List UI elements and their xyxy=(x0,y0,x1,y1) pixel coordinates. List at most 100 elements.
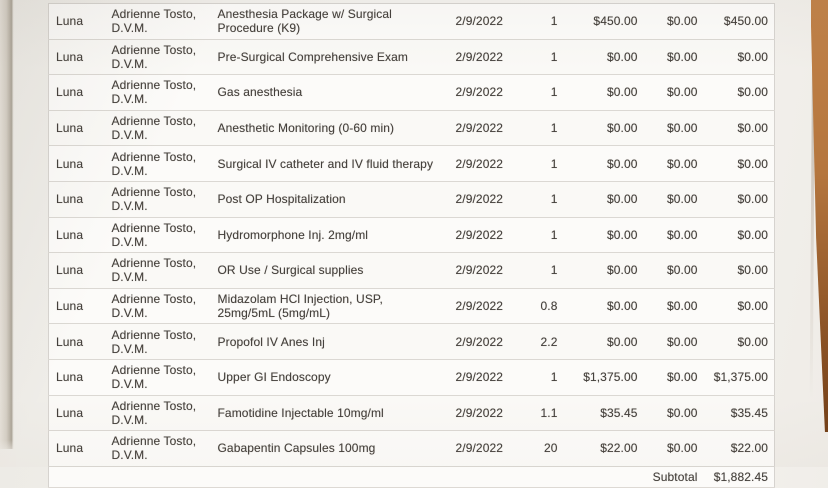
date-cell: 2/9/2022 xyxy=(449,287,512,324)
total-cell: $0.00 xyxy=(703,323,775,360)
total-cell: $0.00 xyxy=(703,145,775,182)
provider-cell: Adrienne Tosto, D.V.M. xyxy=(105,216,212,253)
discount-cell: $0.00 xyxy=(643,430,704,467)
discount-cell: $0.00 xyxy=(666,14,698,29)
table-row: Luna Adrienne Tosto, D.V.M. Propofol IV … xyxy=(48,323,775,360)
patient-cell: Luna xyxy=(48,323,106,360)
date-cell: 2/9/2022 xyxy=(449,180,512,218)
price-cell: $1,375.00 xyxy=(563,358,644,396)
date-cell: 2/9/2022 xyxy=(449,323,512,360)
price-cell: $0.00 xyxy=(563,38,644,75)
discount-cell: $0.00 xyxy=(643,358,704,396)
qty-cell: 20 xyxy=(511,430,564,467)
total-cell: $0.00 xyxy=(703,38,775,75)
qty-cell: 1 xyxy=(511,145,564,182)
description-cell: OR Use / Surgical supplies xyxy=(211,252,450,289)
table-row: Luna Adrienne Tosto, D.V.M. Upper GI End… xyxy=(48,358,775,396)
price-cell: $0.00 xyxy=(563,252,644,289)
provider-cell: Adrienne Tosto, D.V.M. xyxy=(105,323,212,360)
date-cell: 2/9/2022 xyxy=(455,14,504,29)
price-cell: $0.00 xyxy=(563,74,644,111)
date-cell: 2/9/2022 xyxy=(449,430,512,467)
description-cell: Upper GI Endoscopy xyxy=(211,358,450,396)
price-cell: $22.00 xyxy=(563,430,644,467)
provider-cell: Adrienne Tosto, D.V.M. xyxy=(105,287,212,324)
qty-cell: 1 xyxy=(511,252,564,289)
provider-cell: Adrienne Tosto, D.V.M. xyxy=(105,38,212,75)
table-row: Luna Adrienne Tosto, D.V.M. Post OP Hosp… xyxy=(48,180,775,218)
patient-cell: Luna xyxy=(48,252,106,289)
qty-cell: 1 xyxy=(550,14,558,29)
price-cell: $0.00 xyxy=(563,109,644,146)
qty-cell: 1 xyxy=(511,180,564,218)
description-cell: Gabapentin Capsules 100mg xyxy=(211,430,450,467)
patient-cell: Luna xyxy=(48,74,106,111)
qty-cell: 1.1 xyxy=(511,394,564,431)
table-row: Luna Adrienne Tosto, D.V.M. Surgical IV … xyxy=(48,145,775,182)
description-cell: Hydromorphone Inj. 2mg/ml xyxy=(211,216,450,253)
discount-cell: $0.00 xyxy=(643,216,704,253)
patient-cell: Luna xyxy=(48,394,106,431)
price-cell: $0.00 xyxy=(563,180,644,218)
subtotal-row: Subtotal $1,882.45 xyxy=(48,465,775,488)
total-cell: $0.00 xyxy=(703,287,775,324)
provider-cell: Adrienne Tosto, D.V.M. xyxy=(105,430,212,467)
price-cell: $0.00 xyxy=(563,216,644,253)
date-cell: 2/9/2022 xyxy=(449,109,512,146)
patient-cell: Luna xyxy=(48,358,106,396)
description-cell: Midazolam HCl Injection, USP, 25mg/5mL (… xyxy=(211,287,450,324)
patient-cell: Luna xyxy=(48,109,106,146)
paper-left-edge xyxy=(0,0,14,449)
date-cell: 2/9/2022 xyxy=(449,358,512,396)
description-cell: Famotidine Injectable 10mg/ml xyxy=(211,394,450,431)
patient-cell: Luna xyxy=(48,145,106,182)
subtotal-label: Subtotal xyxy=(48,465,704,488)
table-row: Luna Adrienne Tosto, D.V.M. OR Use / Sur… xyxy=(48,252,775,289)
total-cell: $22.00 xyxy=(703,430,775,467)
discount-cell: $0.00 xyxy=(643,394,704,431)
discount-cell: $0.00 xyxy=(643,38,704,75)
paper-left-edge-fade xyxy=(0,440,16,467)
qty-cell: 1 xyxy=(511,109,564,146)
table-row: Luna Adrienne Tosto, D.V.M. Anesthesia P… xyxy=(49,4,775,40)
total-cell: $35.45 xyxy=(703,394,775,431)
table-row: Luna Adrienne Tosto, D.V.M. Famotidine I… xyxy=(48,394,775,431)
total-cell: $0.00 xyxy=(703,74,775,111)
qty-cell: 1 xyxy=(511,38,564,75)
invoice-table: Luna Adrienne Tosto, D.V.M. Anesthesia P… xyxy=(48,3,775,488)
discount-cell: $0.00 xyxy=(643,180,704,218)
invoice-table-body: Luna Adrienne Tosto, D.V.M. Anesthesia P… xyxy=(48,4,775,467)
description-cell: Pre-Surgical Comprehensive Exam xyxy=(211,38,450,75)
date-cell: 2/9/2022 xyxy=(449,38,512,75)
patient-cell: Luna xyxy=(48,287,106,324)
qty-cell: 1 xyxy=(511,74,564,111)
provider-cell: Adrienne Tosto, D.V.M. xyxy=(105,109,212,146)
discount-cell: $0.00 xyxy=(643,287,704,324)
table-row: Luna Adrienne Tosto, D.V.M. Hydromorphon… xyxy=(48,216,775,253)
table-row: Luna Adrienne Tosto, D.V.M. Gabapentin C… xyxy=(48,430,775,467)
table-row: Luna Adrienne Tosto, D.V.M. Pre-Surgical… xyxy=(48,38,775,75)
total-cell: $1,375.00 xyxy=(703,358,775,396)
subtotal-value: $1,882.45 xyxy=(703,465,775,488)
provider-cell: Adrienne Tosto, D.V.M. xyxy=(105,145,212,182)
discount-cell: $0.00 xyxy=(643,145,704,182)
description-cell: Propofol IV Anes Inj xyxy=(211,323,450,360)
provider-cell: Adrienne Tosto, D.V.M. xyxy=(105,252,212,289)
price-cell: $35.45 xyxy=(563,394,644,431)
patient-cell: Luna xyxy=(48,180,106,218)
table-row: Luna Adrienne Tosto, D.V.M. Anesthetic M… xyxy=(48,109,775,146)
price-cell: $450.00 xyxy=(593,14,638,29)
discount-cell: $0.00 xyxy=(643,252,704,289)
price-cell: $0.00 xyxy=(563,287,644,324)
qty-cell: 2.2 xyxy=(511,323,564,360)
discount-cell: $0.00 xyxy=(643,323,704,360)
description-cell: Post OP Hospitalization xyxy=(211,180,450,218)
description-cell: Surgical IV catheter and IV fluid therap… xyxy=(211,145,450,182)
qty-cell: 1 xyxy=(511,358,564,396)
date-cell: 2/9/2022 xyxy=(449,216,512,253)
total-cell: $450.00 xyxy=(723,14,768,29)
date-cell: 2/9/2022 xyxy=(449,394,512,431)
description-cell: Anesthetic Monitoring (0-60 min) xyxy=(211,109,450,146)
patient-cell: Luna xyxy=(56,14,84,29)
date-cell: 2/9/2022 xyxy=(449,74,512,111)
